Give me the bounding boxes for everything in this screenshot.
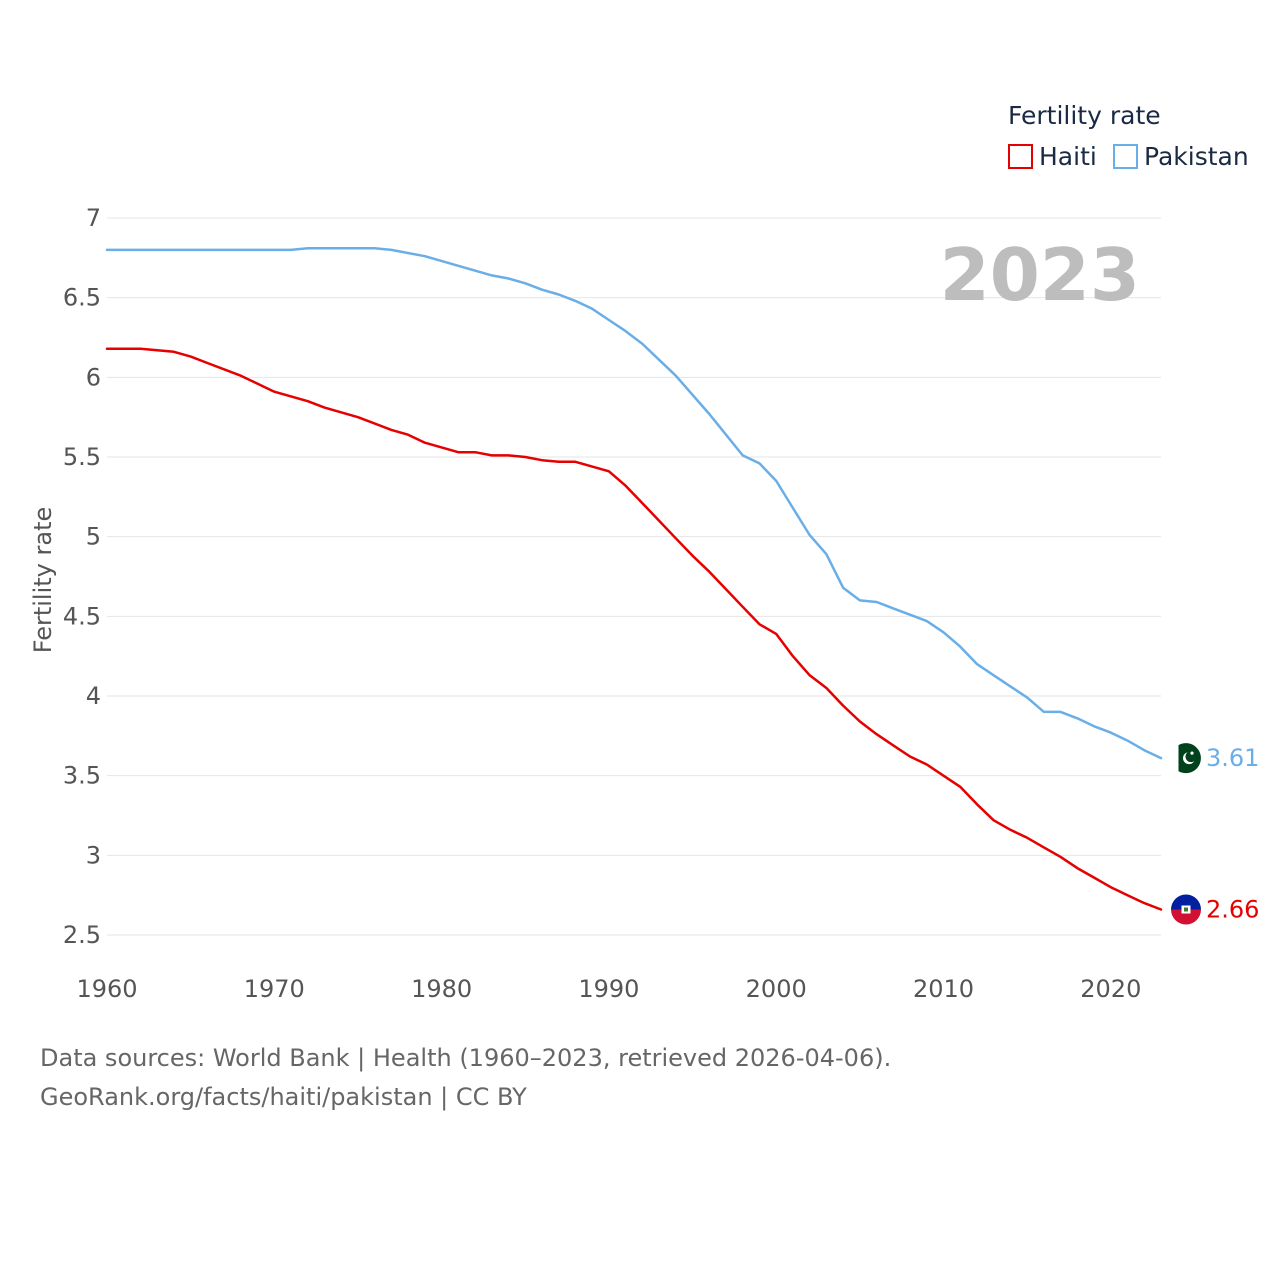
legend-title: Fertility rate bbox=[1008, 101, 1161, 130]
legend-label-pakistan[interactable]: Pakistan bbox=[1144, 142, 1249, 171]
footer-credit[interactable]: GeoRank.org/facts/haiti/pakistan | CC BY bbox=[40, 1083, 527, 1111]
x-tick-label: 1960 bbox=[76, 975, 137, 1003]
series-lines bbox=[105, 247, 1163, 911]
y-axis-ticks: 2.5 3 3.5 4 4.5 5 5.5 6 6.5 7 bbox=[63, 204, 101, 949]
end-value-label-haiti: 2.66 bbox=[1206, 896, 1259, 924]
x-tick-label: 2020 bbox=[1080, 975, 1141, 1003]
x-tick-label: 1970 bbox=[244, 975, 305, 1003]
y-tick-label: 5.5 bbox=[63, 443, 101, 471]
x-tick-label: 2010 bbox=[913, 975, 974, 1003]
grid-lines bbox=[107, 217, 1161, 936]
x-tick-label: 1990 bbox=[578, 975, 639, 1003]
legend-label-haiti[interactable]: Haiti bbox=[1039, 142, 1097, 171]
x-axis-ticks: 1960 1970 1980 1990 2000 2010 2020 bbox=[76, 975, 1141, 1003]
series-line-haiti[interactable] bbox=[105, 347, 1163, 911]
legend-swatch-haiti[interactable] bbox=[1008, 144, 1033, 169]
y-tick-label: 5 bbox=[86, 523, 101, 551]
y-tick-label: 6.5 bbox=[63, 284, 101, 312]
x-tick-label: 1980 bbox=[411, 975, 472, 1003]
y-tick-label: 4.5 bbox=[63, 602, 101, 630]
legend-swatch-pakistan[interactable] bbox=[1113, 144, 1138, 169]
y-axis-label: Fertility rate bbox=[29, 507, 57, 654]
fertility-rate-chart: 2.5 3 3.5 4 4.5 5 5.5 6 6.5 7 1960 1970 1980 1990 200… bbox=[29, 101, 1259, 1003]
y-tick-label: 4 bbox=[86, 682, 101, 710]
y-tick-label: 3 bbox=[86, 841, 101, 869]
legend: Fertility rate Haiti Pakistan bbox=[1008, 101, 1249, 171]
series-line-pakistan[interactable] bbox=[105, 247, 1163, 760]
y-tick-label: 6 bbox=[86, 363, 101, 391]
y-tick-label: 2.5 bbox=[63, 921, 101, 949]
y-tick-label: 7 bbox=[86, 204, 101, 232]
x-tick-label: 2000 bbox=[746, 975, 807, 1003]
end-markers: 2.66 3.61 bbox=[1171, 743, 1259, 925]
end-value-label-pakistan: 3.61 bbox=[1206, 744, 1259, 772]
footer-sources: Data sources: World Bank | Health (1960–… bbox=[40, 1044, 892, 1072]
flag-icon-haiti bbox=[1171, 894, 1201, 925]
current-year-label: 2023 bbox=[940, 233, 1140, 317]
flag-icon-pakistan bbox=[1178, 743, 1201, 774]
y-tick-label: 3.5 bbox=[63, 762, 101, 790]
